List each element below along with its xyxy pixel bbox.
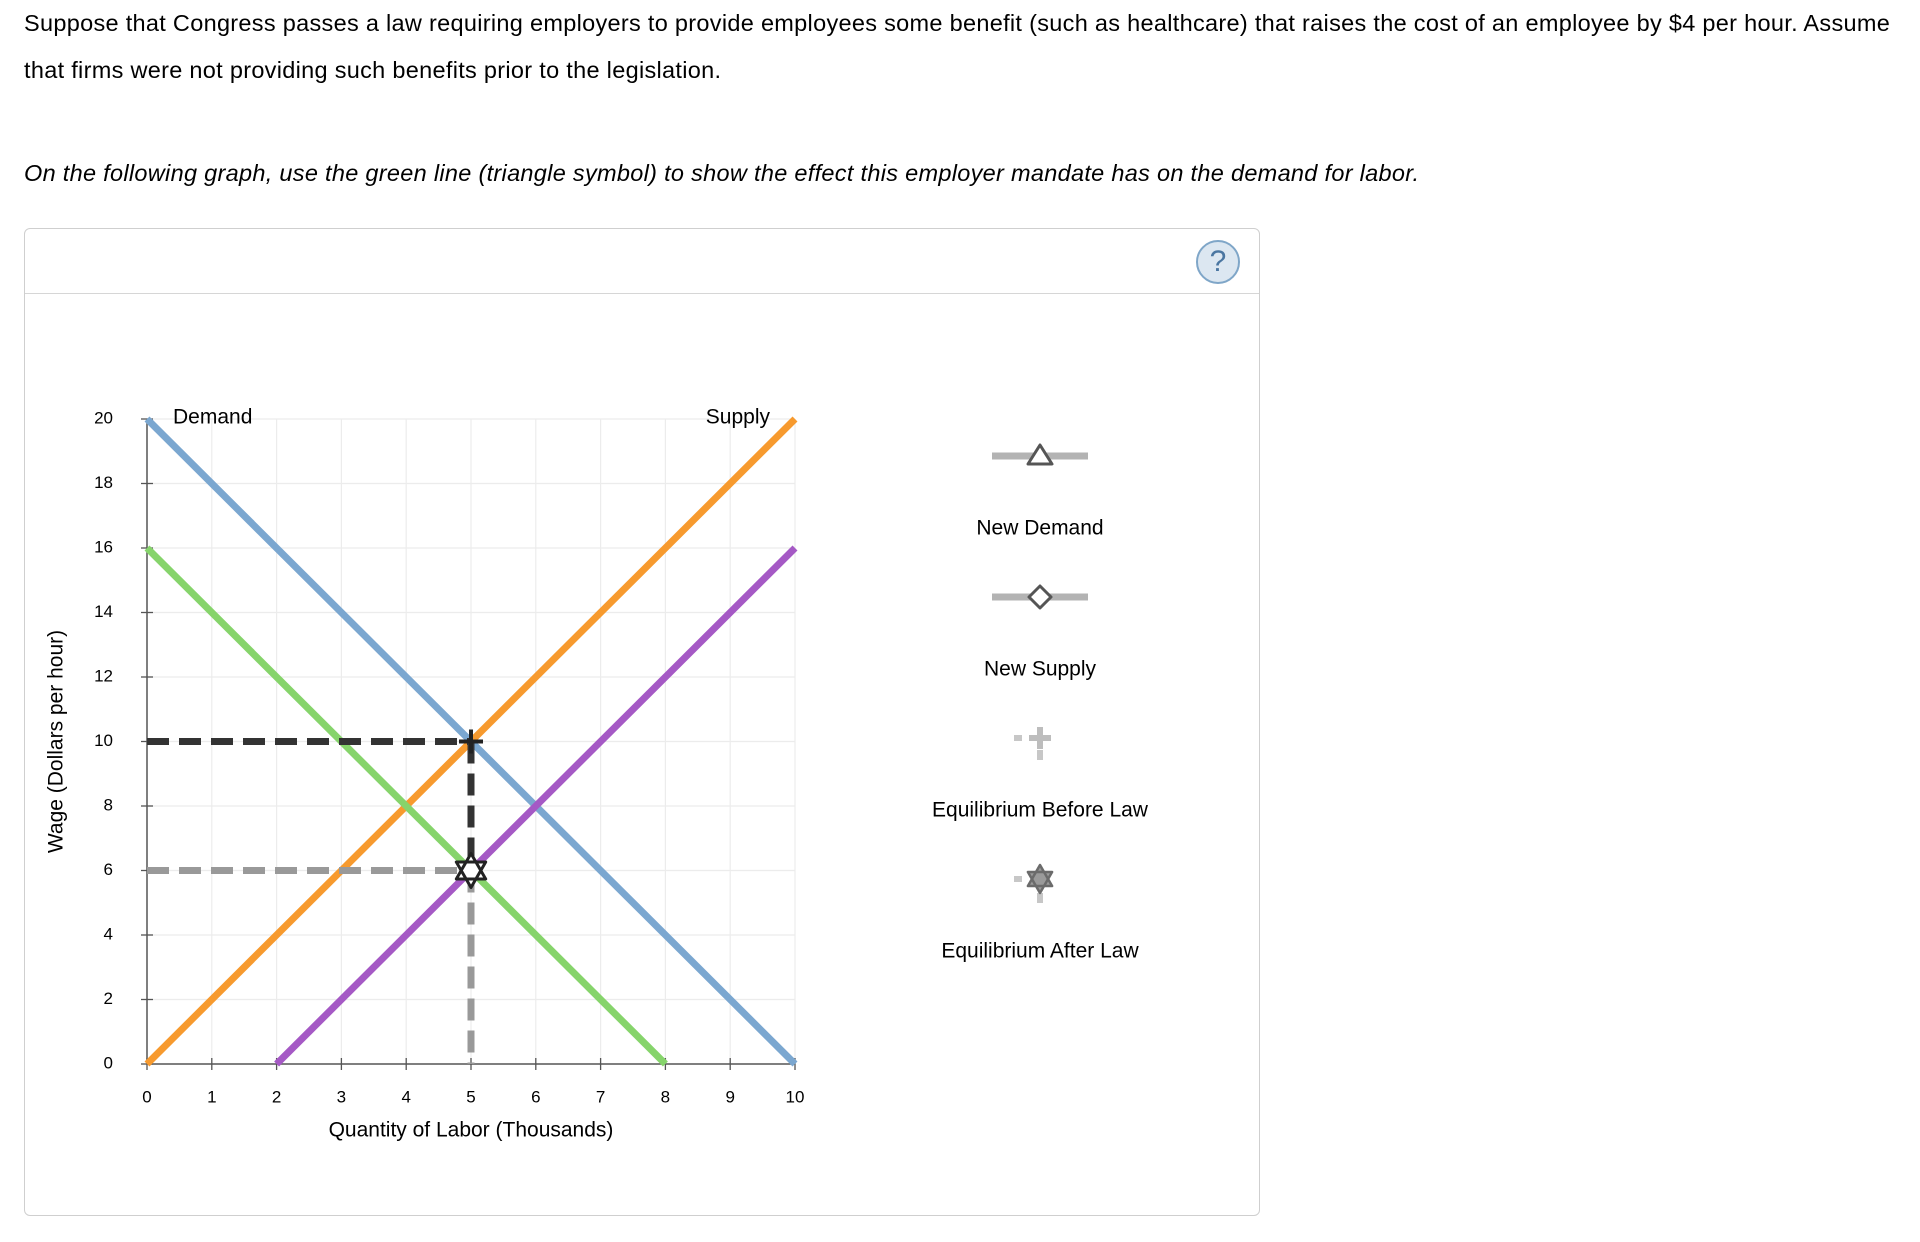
legend-equilibrium-after-law-dashes[interactable]: [1014, 876, 1043, 903]
help-icon[interactable]: ?: [1196, 240, 1240, 284]
legend-equilibrium-before-law-label: Equilibrium Before Law: [932, 799, 1149, 822]
series-line-new-supply[interactable]: [274, 545, 798, 1067]
y-tick-label: 6: [104, 860, 113, 879]
legend-triangle-icon[interactable]: [1026, 443, 1054, 466]
x-tick-label: 6: [531, 1087, 540, 1106]
legend-diamond-icon[interactable]: [1027, 584, 1053, 610]
x-tick-label: 2: [272, 1087, 281, 1106]
y-tick-label: 18: [94, 473, 113, 492]
x-tick-label: 10: [786, 1087, 805, 1106]
legend-new-supply-label: New Supply: [984, 658, 1097, 681]
x-axis-title: Quantity of Labor (Thousands): [329, 1119, 614, 1142]
x-tick-label: 9: [725, 1087, 734, 1106]
x-tick-label: 7: [596, 1087, 605, 1106]
x-tick-label: 0: [142, 1087, 151, 1106]
question-text: Suppose that Congress passes a law requi…: [24, 10, 1891, 83]
equilibrium-before-marker[interactable]: [459, 729, 483, 754]
y-tick-label: 16: [94, 537, 113, 556]
x-tick-label: 3: [337, 1087, 346, 1106]
x-tick-label: 5: [466, 1087, 475, 1106]
y-tick-label: 0: [104, 1053, 113, 1072]
x-tick-label: 4: [401, 1087, 410, 1106]
y-tick-label: 8: [104, 795, 113, 814]
y-axis-title: Wage (Dollars per hour): [45, 630, 68, 853]
legend-plus-icon[interactable]: [1029, 727, 1051, 749]
supply-curve-label: Supply: [706, 406, 771, 429]
x-tick-label: 8: [661, 1087, 670, 1106]
legend-equilibrium-before-law-dashes[interactable]: [1014, 735, 1043, 760]
demand-curve-label: Demand: [173, 406, 252, 429]
y-tick-label: 10: [94, 731, 113, 750]
y-tick-label: 2: [104, 989, 113, 1008]
panel-divider: [25, 293, 1259, 294]
legend-equilibrium-after-law-label: Equilibrium After Law: [941, 940, 1139, 963]
graph-panel: ?: [24, 228, 1260, 1216]
legend-new-demand-label: New Demand: [976, 517, 1103, 540]
y-tick-label: 14: [94, 602, 113, 621]
legend-star-icon[interactable]: [1026, 863, 1054, 895]
series-line-new-demand[interactable]: [144, 545, 668, 1067]
x-tick-label: 1: [207, 1087, 216, 1106]
instruction-text: On the following graph, use the green li…: [24, 160, 1420, 186]
equilibrium-after-marker[interactable]: [454, 852, 488, 889]
y-tick-label: 4: [104, 924, 113, 943]
y-tick-label: 20: [94, 408, 113, 427]
y-tick-label: 12: [94, 666, 113, 685]
